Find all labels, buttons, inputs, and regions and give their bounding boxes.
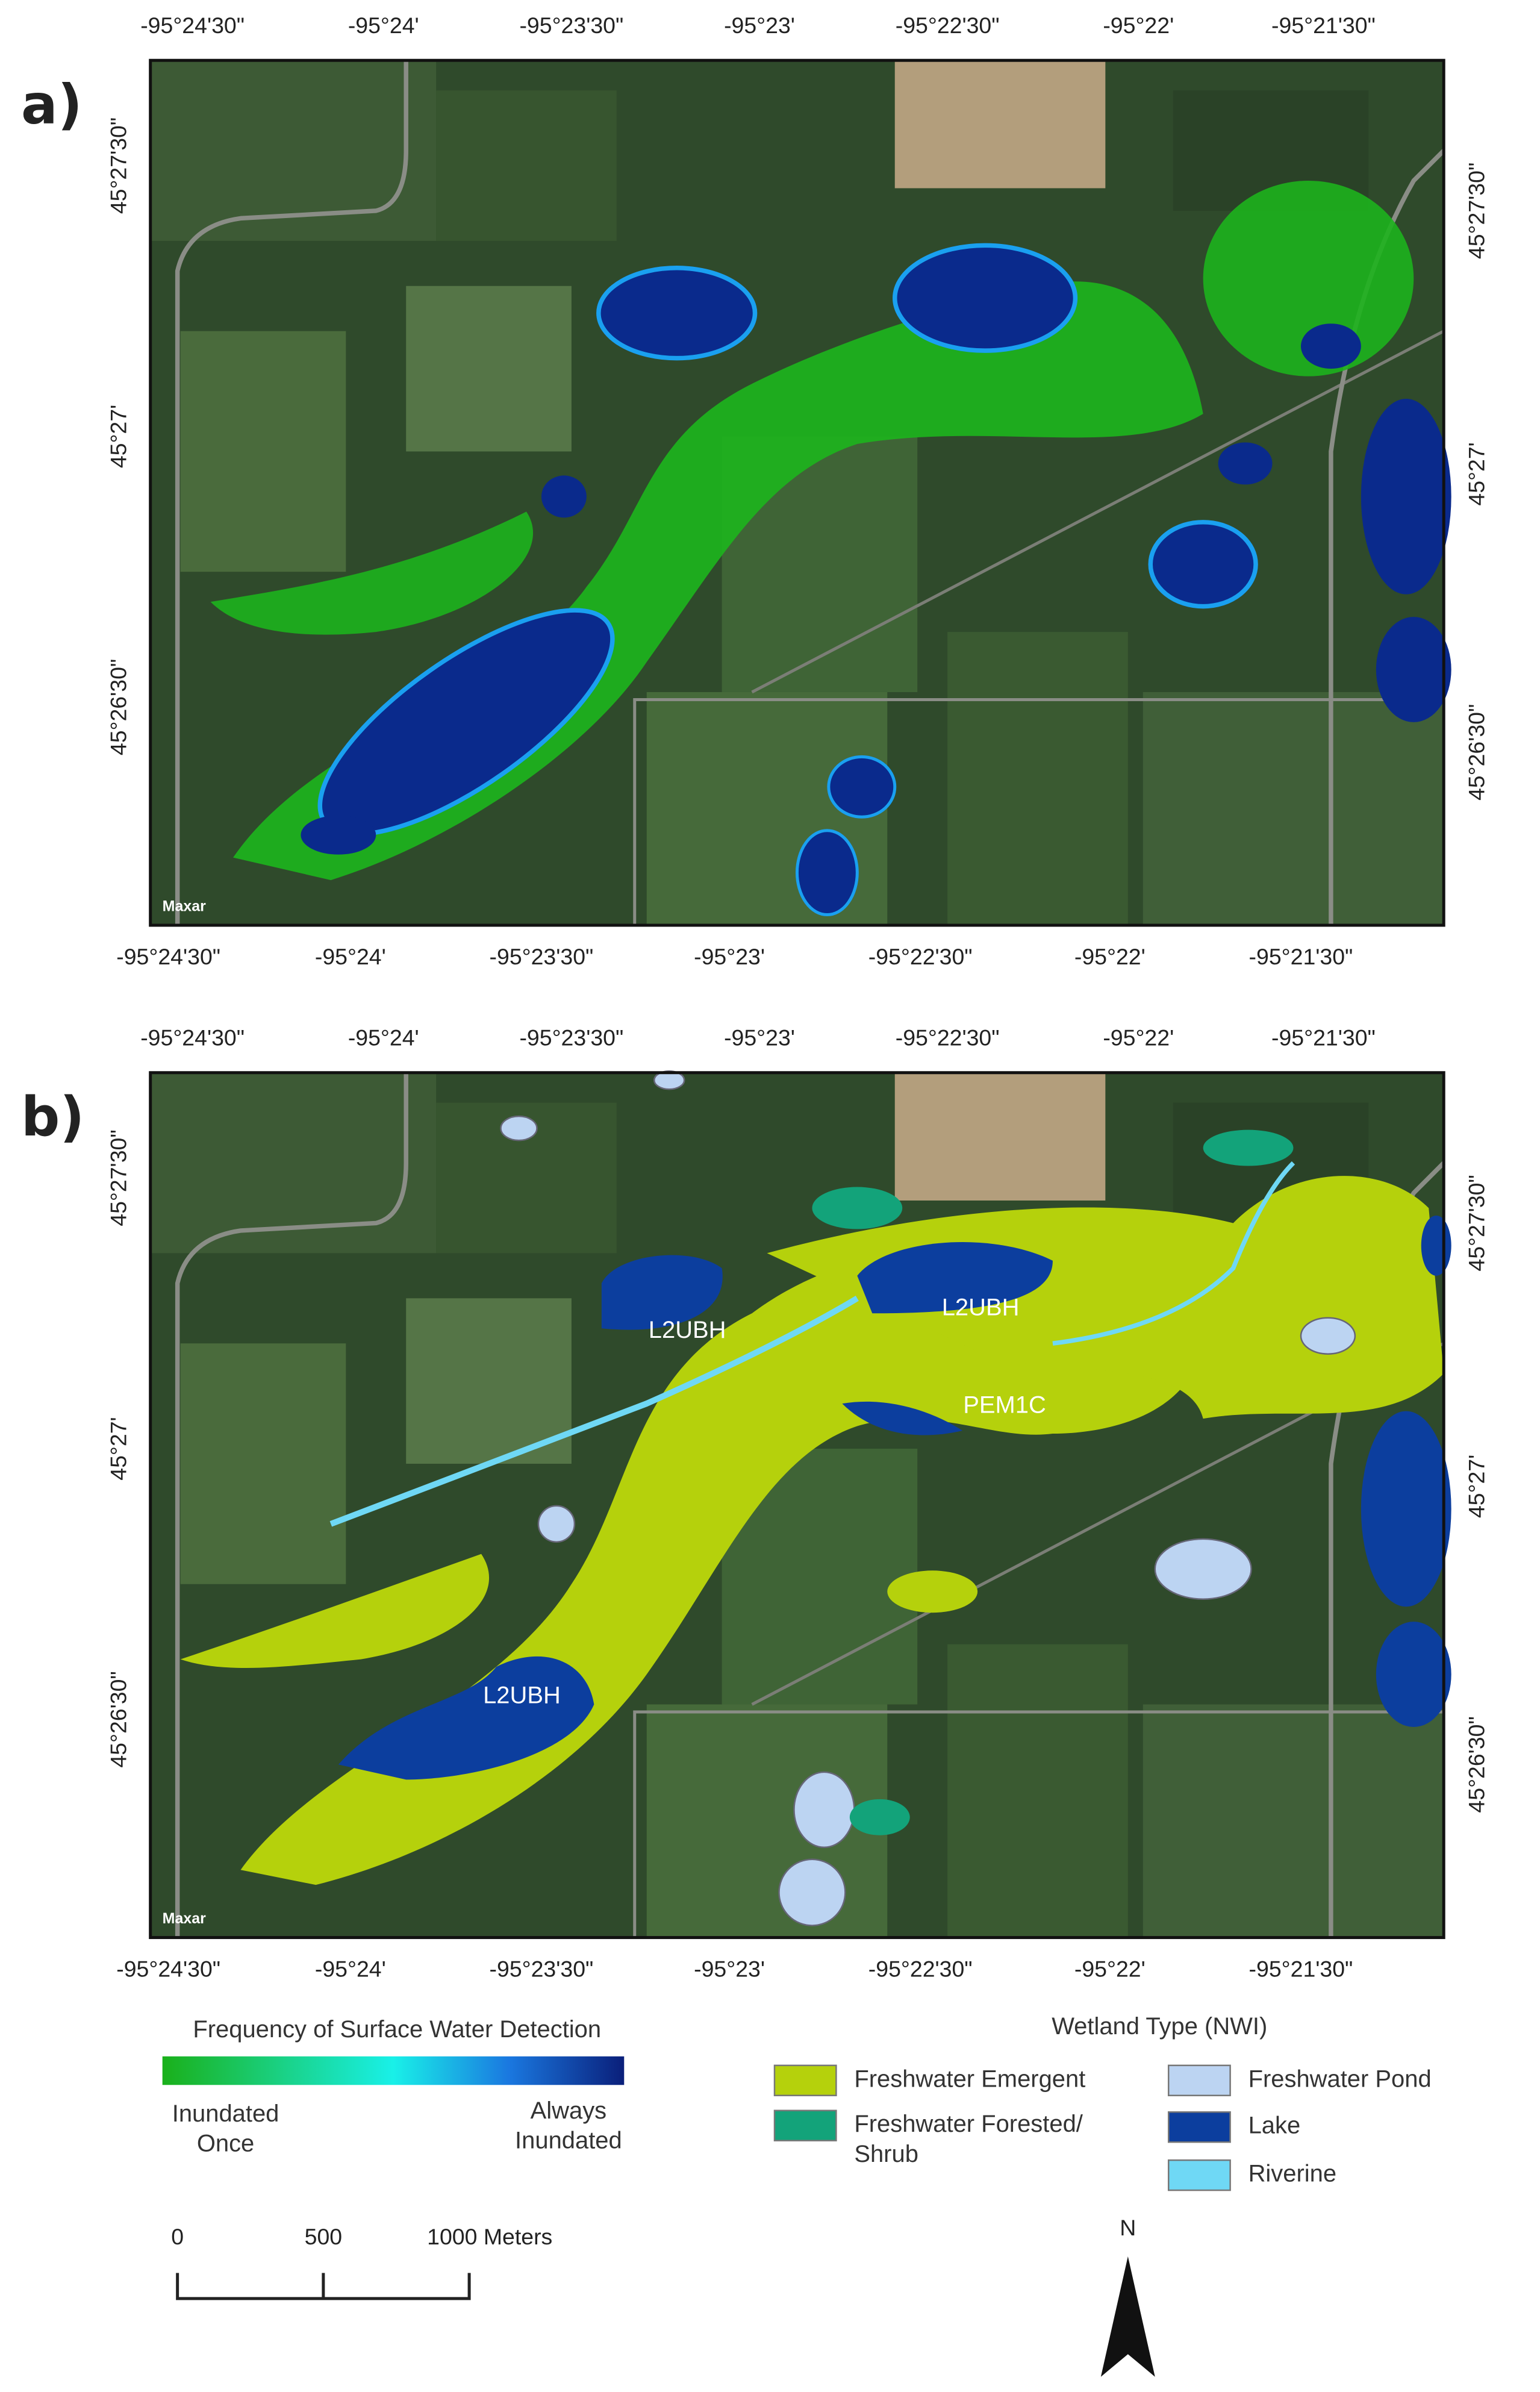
lat-tick-label: 45°27'30" bbox=[1464, 163, 1489, 259]
lon-tick-label: -95°24'30" bbox=[140, 1025, 245, 1051]
wetland-code-label: PEM1C bbox=[963, 1392, 1046, 1419]
lon-tick-label: -95°24' bbox=[315, 944, 386, 969]
lon-tick-label: -95°21'30" bbox=[1249, 1956, 1353, 1981]
lon-tick-label: -95°22'30" bbox=[896, 13, 1000, 38]
lon-tick-label: -95°23'30" bbox=[490, 1956, 594, 1981]
lon-tick-label: -95°23'30" bbox=[490, 944, 594, 969]
lat-tick-label: 45°27'30" bbox=[106, 117, 131, 214]
lon-tick-label: -95°22'30" bbox=[896, 1025, 1000, 1051]
attribution: Maxar bbox=[163, 898, 206, 915]
lon-tick-label: -95°24' bbox=[348, 1025, 419, 1051]
lat-tick-label: 45°26'30" bbox=[106, 659, 131, 755]
lon-tick-label: -95°23'30" bbox=[519, 1025, 623, 1051]
map-panel-b: Maxar bbox=[151, 1070, 1451, 1937]
legend: Freshwater Emergent Freshwater Forested/S… bbox=[773, 2064, 1432, 2191]
legend-low-label: Inundated bbox=[172, 2100, 279, 2127]
color-ramp bbox=[162, 2056, 625, 2085]
scale-bar: 0 500 1000 Meters bbox=[171, 2224, 552, 2300]
north-label: N bbox=[1120, 2215, 1136, 2240]
map-panel-a: Maxar bbox=[151, 60, 1451, 925]
legend-swatch bbox=[1167, 2159, 1231, 2191]
lat-tick-label: 45°27'30" bbox=[1464, 1175, 1489, 1271]
legend-title: Frequency of Surface Water Detection bbox=[193, 2016, 601, 2043]
legend-high-label: Inundated bbox=[515, 2128, 622, 2154]
legend-swatch bbox=[1167, 2111, 1231, 2143]
lon-tick-label: -95°23'30" bbox=[519, 13, 623, 38]
lat-tick-label: 45°27' bbox=[106, 1417, 131, 1480]
lon-tick-label: -95°22'30" bbox=[868, 1956, 973, 1981]
wetland-code-label: L2UBH bbox=[649, 1317, 726, 1343]
lon-tick-label: -95°22' bbox=[1103, 13, 1174, 38]
wetland-code-label: L2UBH bbox=[483, 1682, 561, 1709]
lat-tick-label: 45°27' bbox=[1464, 442, 1489, 505]
lat-tick-label: 45°27' bbox=[106, 405, 131, 468]
lon-tick-label: -95°21'30" bbox=[1271, 13, 1376, 38]
lon-tick-label: -95°23' bbox=[694, 1956, 765, 1981]
wetland-code-label: L2UBH bbox=[942, 1294, 1020, 1320]
lon-tick-label: -95°23' bbox=[724, 1025, 795, 1051]
legend-swatch bbox=[1167, 2064, 1231, 2096]
lat-tick-label: 45°26'30" bbox=[106, 1671, 131, 1767]
legend-label: Riverine bbox=[1249, 2161, 1337, 2187]
lon-tick-label: -95°24'30" bbox=[116, 1956, 220, 1981]
lat-tick-label: 45°26'30" bbox=[1464, 1716, 1489, 1813]
map-frame bbox=[149, 1071, 1445, 1940]
lat-tick-label: 45°27' bbox=[1464, 1455, 1489, 1518]
lon-tick-label: -95°23' bbox=[724, 13, 795, 38]
legend-label: Lake bbox=[1249, 2113, 1301, 2139]
lon-tick-label: -95°22' bbox=[1074, 944, 1146, 969]
north-arrow: N bbox=[1100, 2215, 1155, 2377]
lon-tick-label: -95°22' bbox=[1103, 1025, 1174, 1051]
lon-tick-label: -95°24' bbox=[315, 1956, 386, 1981]
lon-tick-label: -95°22' bbox=[1074, 1956, 1146, 1981]
legend-label: Freshwater Forested/ bbox=[854, 2111, 1083, 2137]
scale-label: 0 bbox=[171, 2224, 184, 2249]
attribution: Maxar bbox=[163, 1910, 206, 1927]
legend-high-label: Always bbox=[531, 2097, 607, 2124]
lon-tick-label: -95°22'30" bbox=[868, 944, 973, 969]
lon-tick-label: -95°21'30" bbox=[1271, 1025, 1376, 1051]
legend-label: Freshwater Pond bbox=[1249, 2066, 1432, 2092]
panel-label: b) bbox=[21, 1086, 84, 1149]
lon-tick-label: -95°24'30" bbox=[140, 13, 245, 38]
legend-swatch bbox=[773, 2109, 837, 2141]
legend-low-label: Once bbox=[197, 2131, 254, 2157]
scale-label: 500 bbox=[305, 2224, 342, 2249]
legend-label: Shrub bbox=[854, 2141, 918, 2167]
map-frame bbox=[149, 58, 1445, 927]
lon-tick-label: -95°24'30" bbox=[116, 944, 220, 969]
lat-tick-label: 45°27'30" bbox=[106, 1129, 131, 1226]
legend-label: Freshwater Emergent bbox=[854, 2066, 1085, 2092]
lon-tick-label: -95°24' bbox=[348, 13, 419, 38]
panel-label: a) bbox=[21, 74, 83, 137]
lon-tick-label: -95°21'30" bbox=[1249, 944, 1353, 969]
legend-title: Wetland Type (NWI) bbox=[1052, 2013, 1267, 2040]
lon-tick-label: -95°23' bbox=[694, 944, 765, 969]
legend-swatch bbox=[773, 2064, 837, 2096]
scale-label: 1000 Meters bbox=[427, 2224, 552, 2249]
lat-tick-label: 45°26'30" bbox=[1464, 704, 1489, 801]
